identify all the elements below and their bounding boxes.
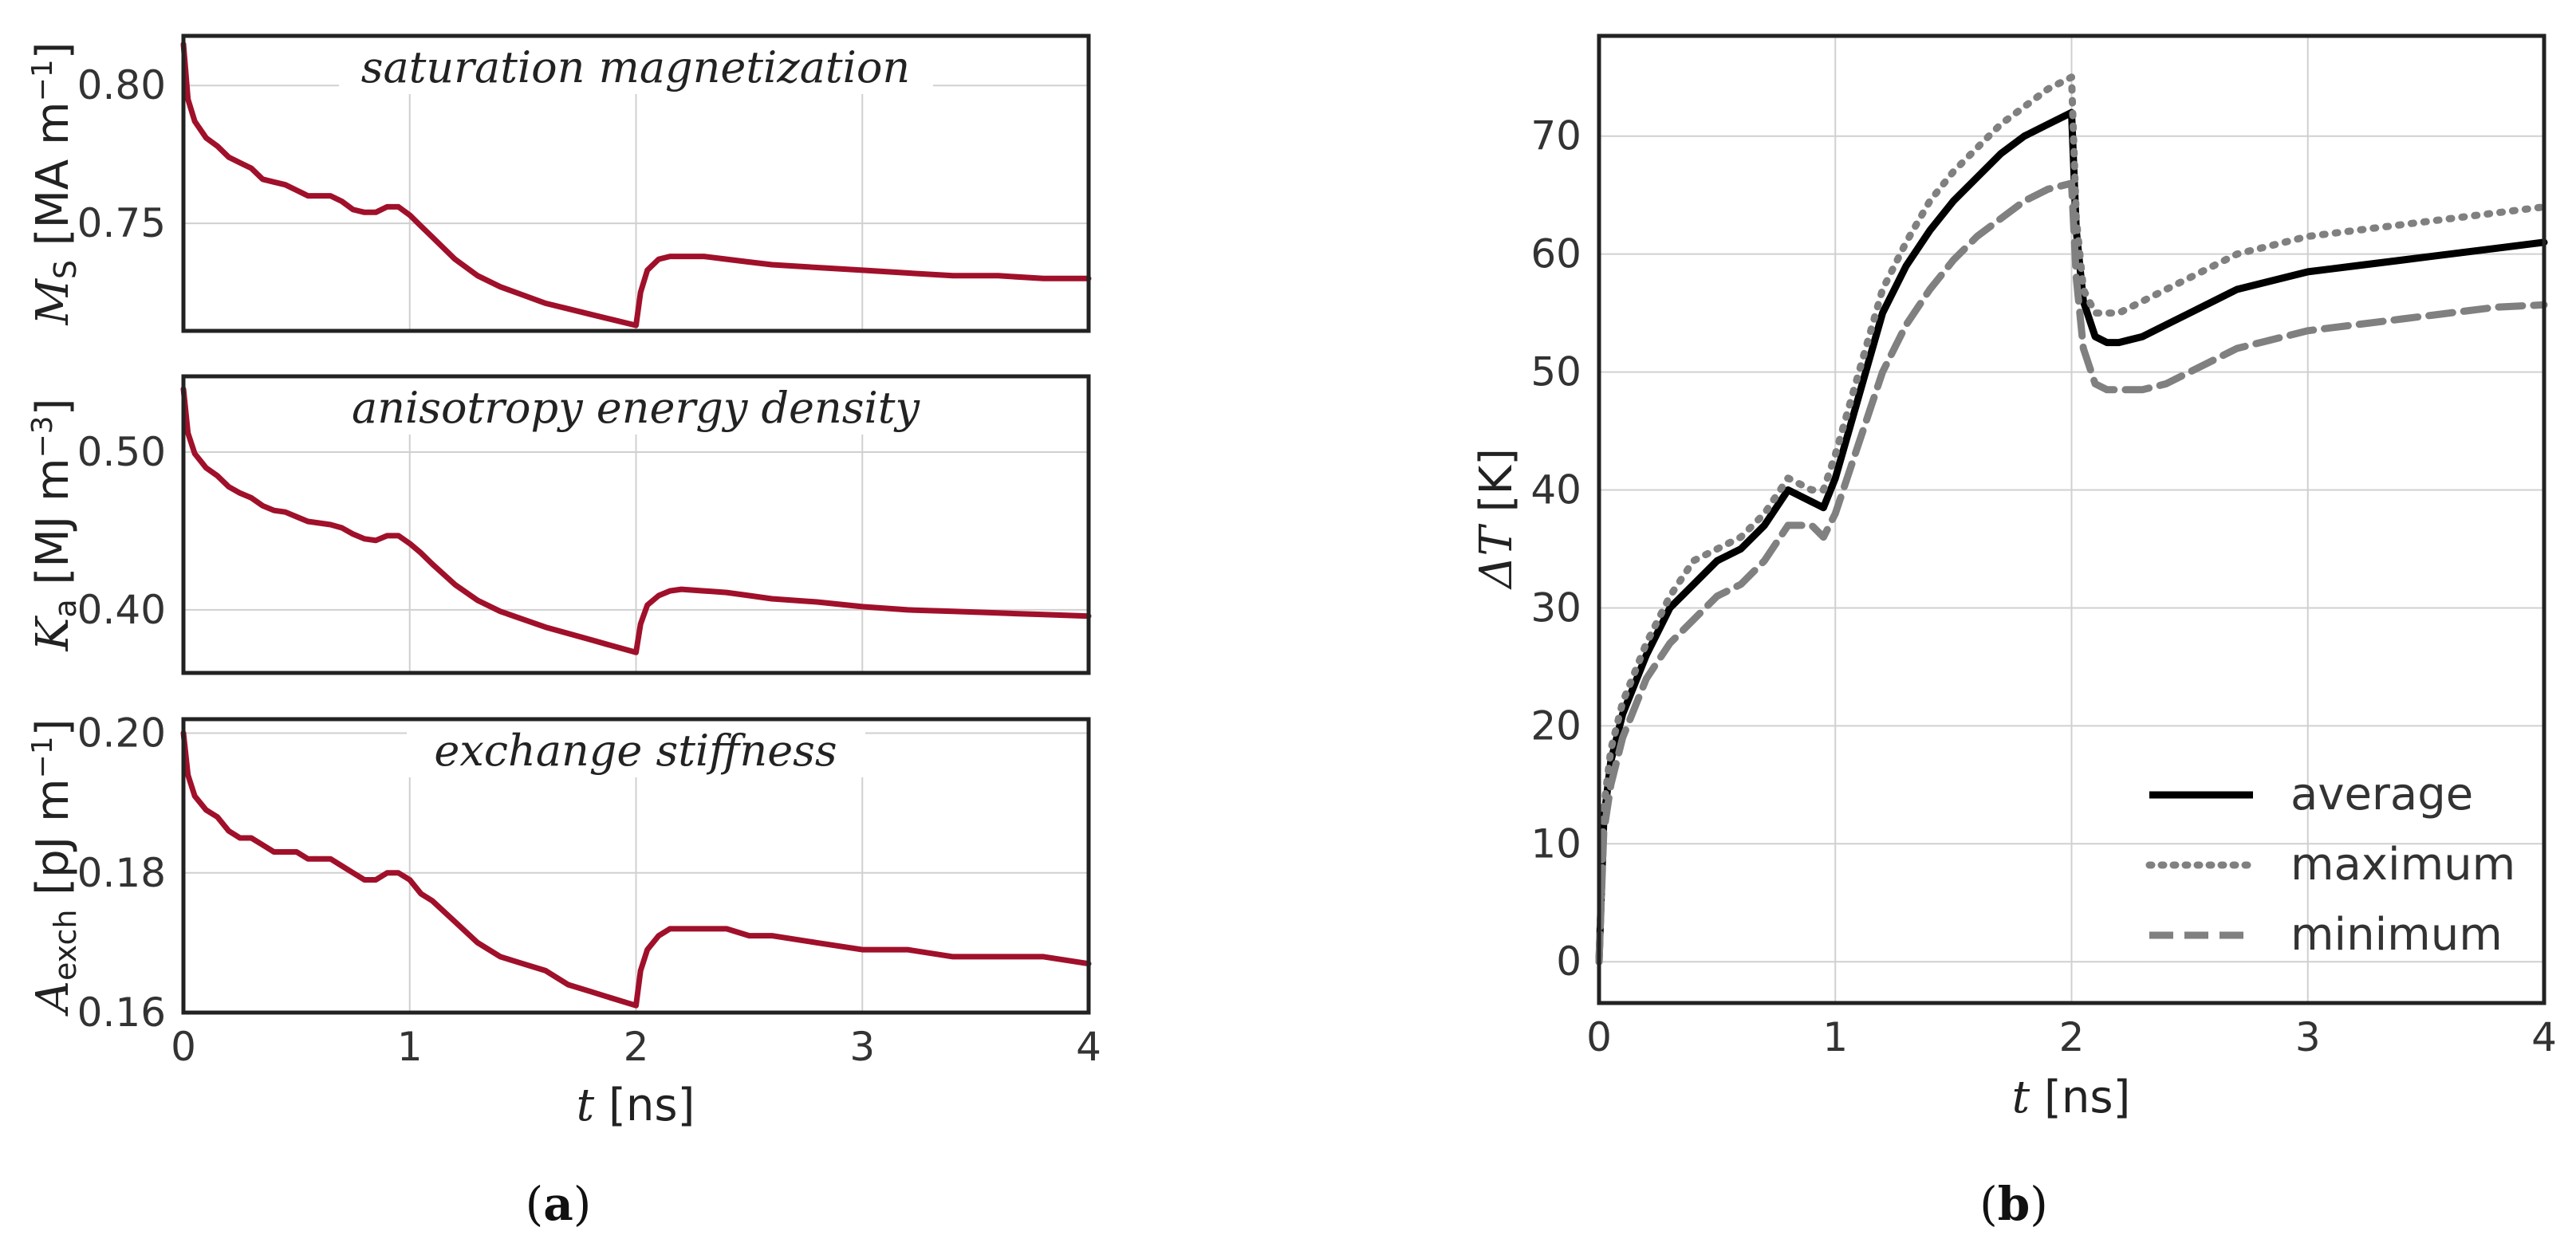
saturation-ylabel-exponent: −1 (26, 59, 59, 101)
temperature-xtick-label: 4 (2531, 1014, 2557, 1060)
anisotropy-ylabel-exponent: −3 (26, 415, 59, 458)
exchange-title: exchange stiffness (434, 726, 837, 776)
temperature-ytick-label: 60 (1530, 231, 1581, 277)
temperature-xtick-label: 0 (1586, 1014, 1612, 1060)
temperature-xtick-label: 1 (1822, 1014, 1848, 1060)
temperature-series-average-line (1595, 108, 2548, 966)
exchange-ytick-label: 0.16 (77, 989, 166, 1036)
temperature-ytick-label: 70 (1530, 113, 1581, 159)
temperature-ytick-label: 10 (1530, 820, 1581, 867)
exchange-xtick-label: 2 (624, 1024, 649, 1070)
exchange-ytick-label: 0.20 (77, 710, 166, 757)
saturation-ylabel-unit: [MA m (27, 101, 79, 260)
exchange-xtick-label: 4 (1076, 1024, 1101, 1070)
temperature-ylabel-symbol: ΔT (1471, 524, 1522, 590)
temperature-ytick-label: 20 (1530, 702, 1581, 749)
saturation-ylabel-close: ] (27, 41, 79, 59)
exchange-ylabel-unit: [pJ m (27, 778, 79, 909)
exchange-xtick-label: 0 (171, 1024, 196, 1070)
exchange-xlabel-unit: [ns] (594, 1080, 695, 1131)
exchange-ylabel-symbol: A (27, 981, 79, 1017)
saturation-chart: saturation magnetization 0.75 0.80 MS [MA… (26, 22, 1092, 333)
saturation-ylabel: MS [MA m−1] (26, 41, 83, 325)
anisotropy-ylabel-subscript: a (48, 599, 83, 617)
temperature-ylabel: ΔT [K] (1471, 448, 1522, 590)
temperature-ytick-label: 0 (1556, 938, 1581, 985)
anisotropy-ylabel: Ka [MJ m−3] (26, 399, 83, 652)
legend-maximum-label: maximum (2290, 839, 2515, 891)
saturation-ytick-label: 0.75 (77, 200, 166, 246)
exchange-ylabel-subscript: exch (48, 910, 83, 981)
anisotropy-ylabel-symbol: K (27, 615, 79, 651)
anisotropy-ytick-label: 0.40 (77, 587, 166, 633)
temperature-ylabel-unit: [K] (1471, 448, 1522, 526)
temperature-chart: 0 10 20 30 40 50 60 70 0 1 2 3 4 ΔT [K] t [ns] avera… (1471, 33, 2557, 1123)
temperature-series-minimum-line (1595, 179, 2548, 966)
exchange-xtick-label: 1 (397, 1024, 423, 1070)
anisotropy-chart: anisotropy energy density 0.40 0.50 Ka [M… (26, 363, 1092, 675)
saturation-ylabel-subscript: S (48, 260, 83, 279)
exchange-series-exchange-stiffness-line (180, 730, 1092, 1009)
legend: average maximum minimum (2145, 769, 2515, 961)
anisotropy-ylabel-close: ] (27, 399, 79, 416)
temperature-xtick-label: 3 (2295, 1014, 2321, 1060)
exchange-ylabel-close: ] (27, 719, 79, 737)
temperature-ytick-label: 30 (1530, 584, 1581, 631)
anisotropy-ylabel-unit: [MJ m (27, 458, 79, 599)
exchange-xlabel-symbol: t (577, 1080, 595, 1131)
saturation-ytick-label: 0.80 (77, 62, 166, 108)
saturation-title: saturation magnetization (361, 42, 910, 92)
temperature-ytick-label: 50 (1530, 349, 1581, 395)
panel-label-a: (a) (526, 1177, 592, 1231)
legend-average-label: average (2290, 769, 2473, 820)
temperature-series-maximum-line (1595, 73, 2548, 966)
anisotropy-series-anisotropy-energy-density-line (180, 386, 1092, 655)
saturation-ylabel-symbol: M (27, 278, 79, 326)
exchange-ylabel-exponent: −1 (26, 736, 59, 778)
panel-label-b: (b) (1979, 1177, 2048, 1231)
temperature-xlabel-unit: [ns] (2030, 1072, 2130, 1123)
anisotropy-title: anisotropy energy density (352, 383, 920, 433)
temperature-xlabel: t [ns] (2012, 1072, 2131, 1123)
temperature-ytick-label: 40 (1530, 467, 1581, 513)
exchange-xtick-label: 3 (849, 1024, 875, 1070)
temperature-xlabel-symbol: t (2012, 1072, 2030, 1123)
anisotropy-ytick-label: 0.50 (77, 429, 166, 475)
saturation-series-saturation-magnetization-line (180, 41, 1092, 328)
exchange-xlabel: t [ns] (577, 1080, 695, 1131)
temperature-xtick-label: 2 (2059, 1014, 2085, 1060)
exchange-chart: exchange stiffness 0.16 0.18 0.20 0 1 2 3 4 Aex… (26, 706, 1101, 1131)
exchange-ylabel: Aexch [pJ m−1] (26, 719, 83, 1017)
exchange-ytick-label: 0.18 (77, 850, 166, 896)
legend-minimum-label: minimum (2290, 909, 2503, 961)
